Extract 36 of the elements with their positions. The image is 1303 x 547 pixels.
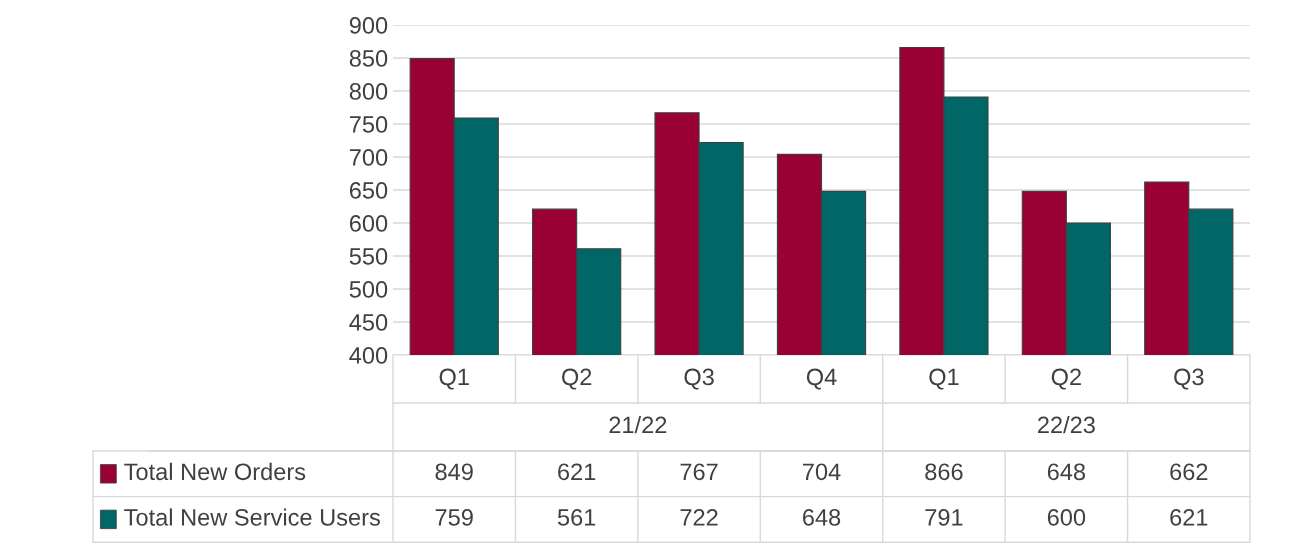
x-tick-label: Q3 [684, 368, 714, 390]
data-label: 648 [803, 509, 841, 526]
y-tick-label: 550 [349, 248, 388, 265]
y-tick-label: 700 [349, 149, 388, 166]
x-tick-label: Q4 [806, 368, 837, 390]
data-label: 759 [435, 509, 473, 526]
x-tick-label: Q1 [439, 368, 469, 390]
data-label: 866 [925, 463, 963, 481]
data-label: 662 [1170, 463, 1208, 481]
y-tick-label: 850 [349, 50, 388, 67]
legend-label: Total New Service Users [124, 508, 380, 526]
data-label: 849 [435, 463, 473, 481]
data-label: 561 [557, 509, 596, 526]
data-label: 621 [558, 463, 596, 481]
text: 21/22 [609, 415, 667, 434]
y-tick-label: 400 [349, 347, 388, 364]
x-tick-label: Q1 [929, 368, 959, 390]
data-label: 767 [680, 463, 718, 481]
data-label: 621 [1170, 509, 1208, 526]
x-tick-label: Q2 [1051, 368, 1081, 390]
legend-label: Total New Orders [124, 462, 306, 481]
data-label: 600 [1047, 509, 1086, 526]
x-tick-label: Q2 [562, 368, 592, 390]
data-label: 722 [680, 509, 718, 526]
y-tick-label: 900 [349, 17, 388, 34]
y-tick-label: 800 [349, 83, 388, 100]
y-tick-label: 750 [349, 116, 388, 133]
y-tick-label: 450 [349, 314, 388, 331]
y-tick-label: 650 [349, 182, 388, 199]
y-tick-label: 600 [349, 215, 388, 232]
data-label: 791 [925, 509, 963, 526]
data-label: 648 [1047, 463, 1086, 481]
data-label: 704 [803, 463, 841, 481]
x-tick-label: Q3 [1174, 368, 1204, 390]
y-tick-label: 500 [349, 281, 388, 298]
text: 22/23 [1038, 415, 1095, 434]
